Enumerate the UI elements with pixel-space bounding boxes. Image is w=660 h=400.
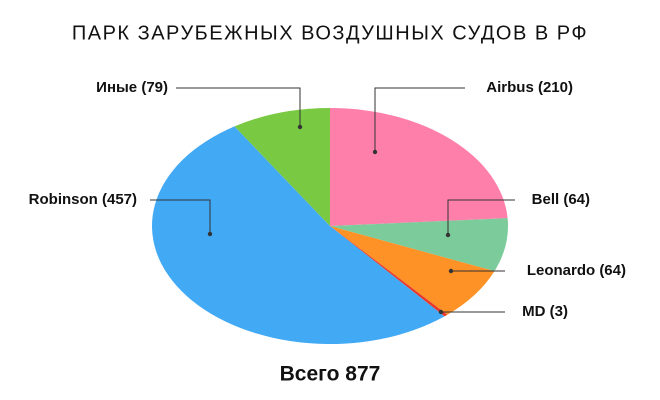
leader-dot xyxy=(438,309,444,315)
leader-line xyxy=(150,199,211,234)
leader-line xyxy=(447,199,515,235)
slice-label: Robinson (457) xyxy=(29,191,137,208)
pie-slice xyxy=(330,218,508,272)
pie-slice xyxy=(330,226,495,315)
total-label: Всего 877 xyxy=(280,363,381,386)
pie-slice xyxy=(151,126,445,345)
pie-slice xyxy=(234,108,330,226)
slice-label: Иные (79) xyxy=(96,79,168,96)
pie-slice xyxy=(330,108,508,226)
slice-label: Airbus (210) xyxy=(486,79,573,96)
leader-line xyxy=(374,87,465,152)
leader-line xyxy=(176,87,301,127)
leader-dot xyxy=(297,124,303,130)
chart-title: ПАРК ЗАРУБЕЖНЫХ ВОЗДУШНЫХ СУДОВ В РФ xyxy=(72,22,588,44)
leader-dot xyxy=(448,268,454,274)
slice-label: MD (3) xyxy=(522,303,568,320)
leader-dot xyxy=(207,231,213,237)
pie xyxy=(151,108,508,345)
leader-dot xyxy=(445,232,451,238)
slice-label: Leonardo (64) xyxy=(527,262,626,279)
leader-dot xyxy=(372,149,378,155)
slice-label: Bell (64) xyxy=(532,191,590,208)
pie-slice xyxy=(330,226,448,317)
